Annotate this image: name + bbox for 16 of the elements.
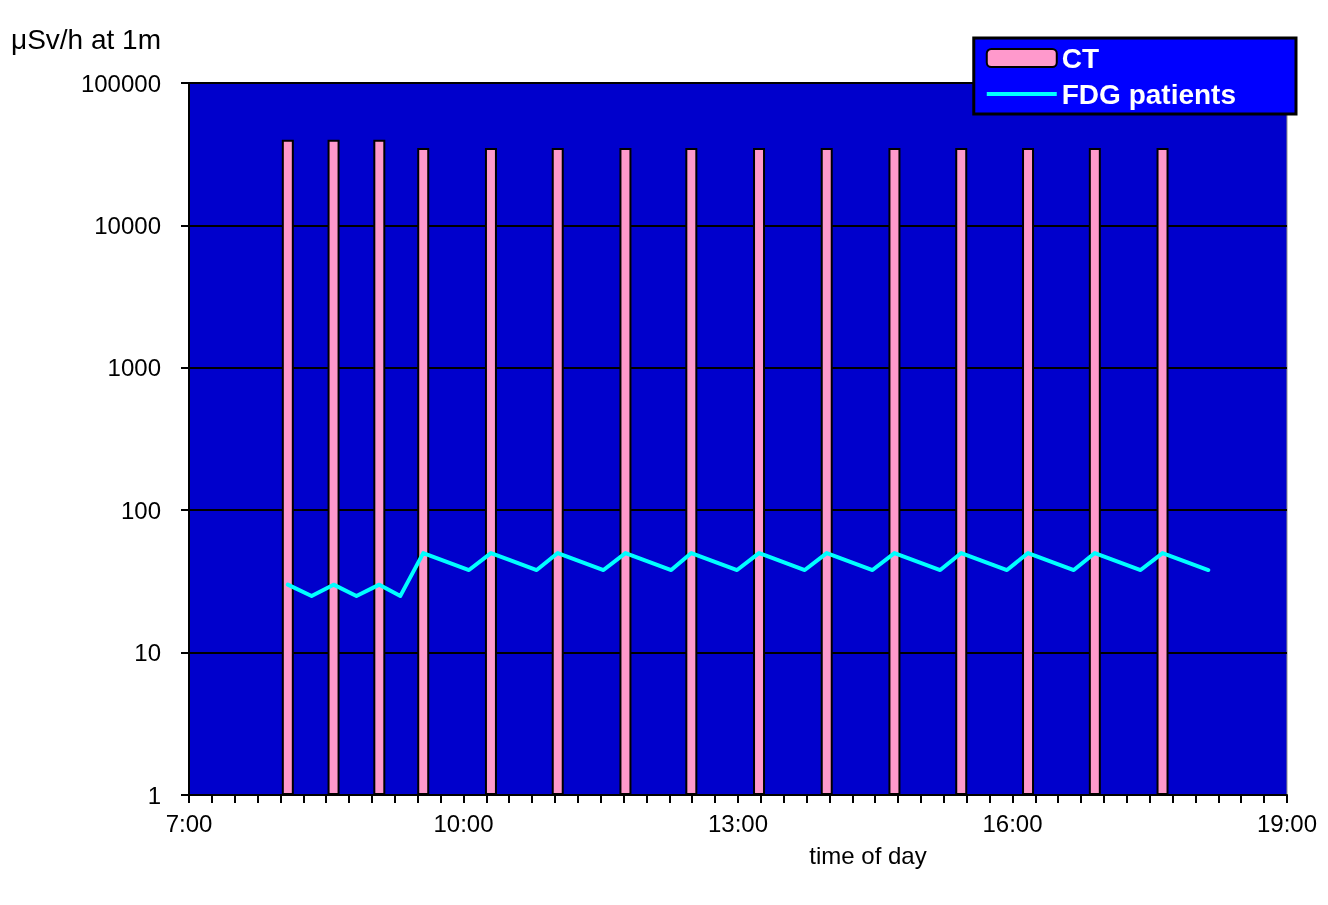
y-tick-label: 100 (120, 496, 161, 524)
y-tick-label: 10 (134, 639, 161, 667)
y-axis-title: μSv/h at 1m (11, 23, 161, 55)
x-tick-label: 19:00 (1256, 809, 1317, 837)
y-tick-label: 10000 (94, 211, 161, 239)
line-series (285, 551, 1211, 598)
x-axis-title: time of day (809, 841, 927, 869)
x-tick-label: 10:00 (433, 809, 494, 837)
y-tick-label: 1 (147, 781, 161, 809)
x-tick-label: 13:00 (707, 809, 769, 837)
x-tick-label: 16:00 (982, 809, 1043, 837)
legend-label: CT (1061, 42, 1100, 74)
y-tick-label: 1000 (107, 354, 161, 382)
y-tick-label: 100000 (80, 69, 161, 97)
legend-label: FDG patients (1061, 78, 1236, 110)
x-tick-label: 7:00 (165, 809, 213, 837)
